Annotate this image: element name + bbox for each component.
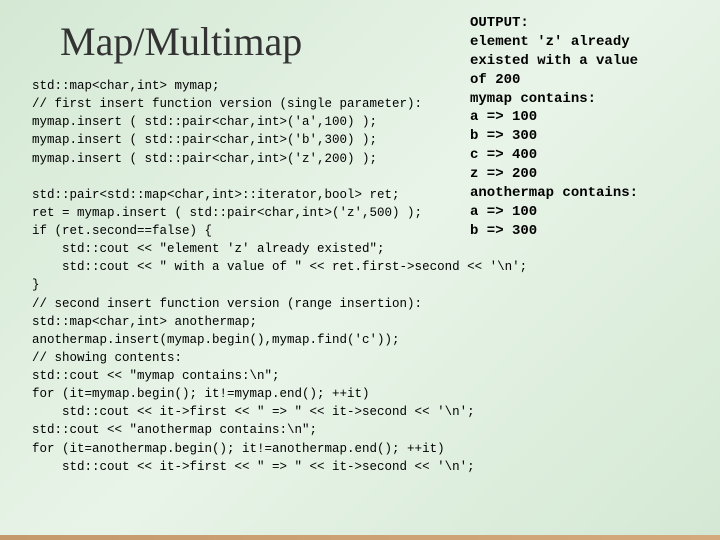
- output-line: z => 200: [470, 165, 690, 184]
- output-line: c => 400: [470, 146, 690, 165]
- code-line: for (it=mymap.begin(); it!=mymap.end(); …: [32, 385, 688, 403]
- output-line: element 'z' already: [470, 33, 690, 52]
- output-line: a => 100: [470, 203, 690, 222]
- code-line: std::cout << " with a value of " << ret.…: [32, 258, 688, 276]
- output-line: existed with a value: [470, 52, 690, 71]
- slide-container: Map/Multimap std::map<char,int> mymap;//…: [0, 0, 720, 540]
- code-line: std::cout << "element 'z' already existe…: [32, 240, 688, 258]
- code-line: anothermap.insert(mymap.begin(),mymap.fi…: [32, 331, 688, 349]
- code-line: // showing contents:: [32, 349, 688, 367]
- output-line: mymap contains:: [470, 90, 690, 109]
- code-line: std::cout << "anothermap contains:\n";: [32, 421, 688, 439]
- code-line: std::cout << "mymap contains:\n";: [32, 367, 688, 385]
- code-line: for (it=anothermap.begin(); it!=anotherm…: [32, 440, 688, 458]
- code-line: std::cout << it->first << " => " << it->…: [32, 403, 688, 421]
- output-block: OUTPUT:element 'z' alreadyexisted with a…: [470, 14, 690, 241]
- code-line: // second insert function version (range…: [32, 295, 688, 313]
- bottom-border: [0, 535, 720, 540]
- output-line: b => 300: [470, 222, 690, 241]
- output-line: anothermap contains:: [470, 184, 690, 203]
- code-line: }: [32, 276, 688, 294]
- code-line: std::map<char,int> anothermap;: [32, 313, 688, 331]
- output-line: of 200: [470, 71, 690, 90]
- output-line: a => 100: [470, 108, 690, 127]
- output-line: b => 300: [470, 127, 690, 146]
- output-line: OUTPUT:: [470, 14, 690, 33]
- code-line: std::cout << it->first << " => " << it->…: [32, 458, 688, 476]
